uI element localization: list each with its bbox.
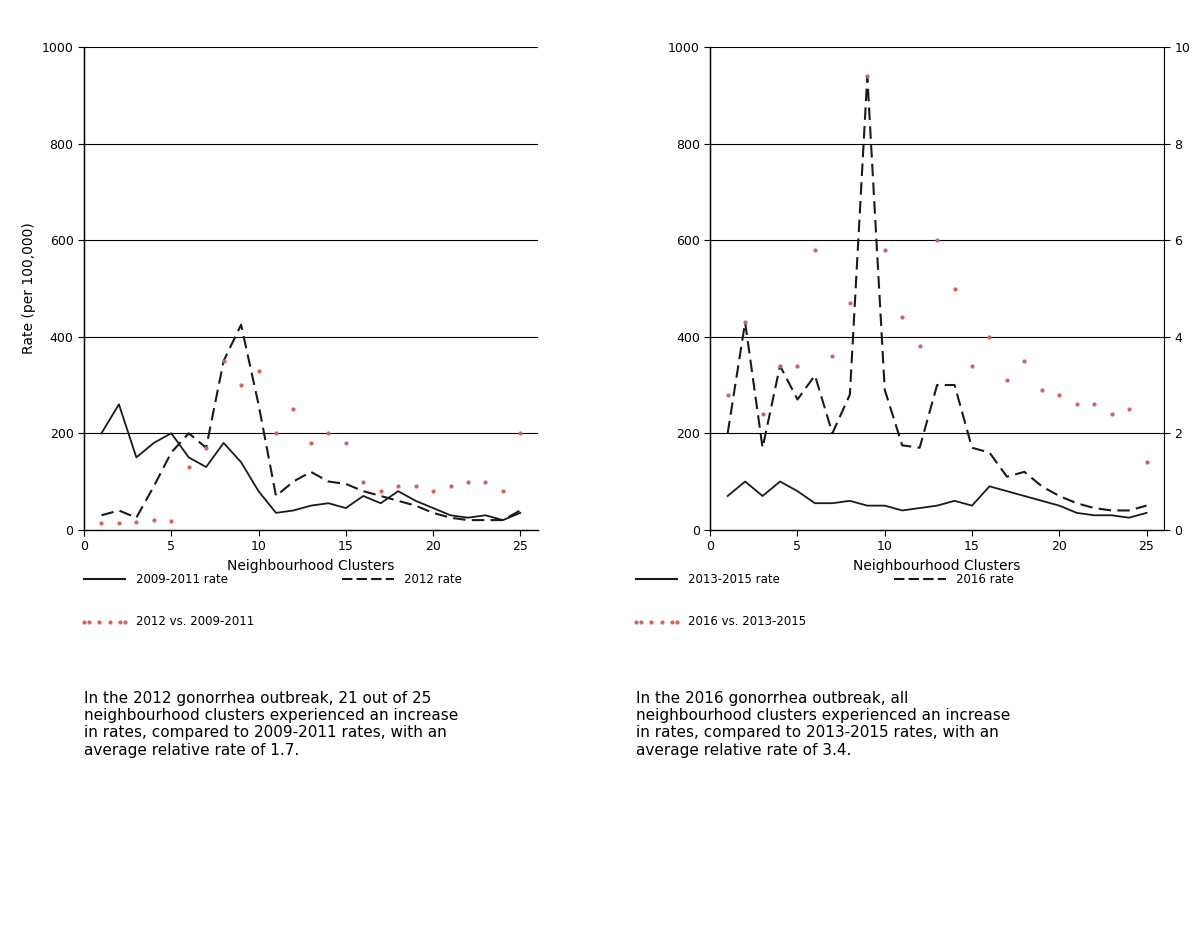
Text: In the 2012 gonorrhea outbreak, 21 out of 25
neighbourhood clusters experienced : In the 2012 gonorrhea outbreak, 21 out o… — [84, 691, 458, 758]
Text: 2012 vs. 2009-2011: 2012 vs. 2009-2011 — [136, 616, 254, 628]
X-axis label: Neighbourhood Clusters: Neighbourhood Clusters — [227, 559, 395, 572]
Y-axis label: Rate (per 100,000): Rate (per 100,000) — [22, 222, 36, 355]
Text: 2016 rate: 2016 rate — [956, 573, 1014, 586]
Text: 2016 vs. 2013-2015: 2016 vs. 2013-2015 — [688, 616, 805, 628]
Text: 2009-2011 rate: 2009-2011 rate — [136, 573, 228, 586]
Text: In the 2016 gonorrhea outbreak, all
neighbourhood clusters experienced an increa: In the 2016 gonorrhea outbreak, all neig… — [636, 691, 1010, 758]
Text: 2013-2015 rate: 2013-2015 rate — [688, 573, 780, 586]
Y-axis label: Relative Rate: Relative Rate — [1198, 242, 1200, 335]
Text: 2012 rate: 2012 rate — [404, 573, 462, 586]
X-axis label: Neighbourhood Clusters: Neighbourhood Clusters — [853, 559, 1021, 572]
